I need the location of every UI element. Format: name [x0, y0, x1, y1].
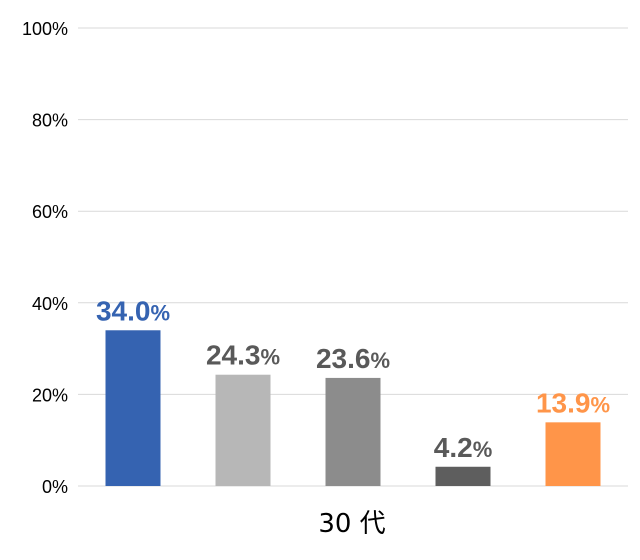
- bars: [105, 330, 601, 486]
- data-label-value: 24.3: [206, 340, 261, 371]
- data-label-unit: %: [473, 437, 493, 462]
- bar-5: [545, 422, 601, 486]
- y-tick-label: 40%: [32, 294, 68, 314]
- data-labels: 34.0%24.3% 23.6%4.2%13.9%: [96, 295, 610, 462]
- data-label-value: 34.0: [96, 295, 151, 326]
- bar-1: [105, 330, 161, 486]
- bar-4: [435, 466, 491, 486]
- data-label-5: 13.9%: [536, 387, 610, 418]
- y-tick-label: 60%: [32, 202, 68, 222]
- y-tick-label: 0%: [42, 477, 68, 497]
- data-label-value: 13.9: [536, 387, 591, 418]
- data-label-2: 24.3%: [206, 340, 280, 371]
- data-label-value: 4.2: [434, 432, 473, 463]
- data-label-1: 34.0%: [96, 295, 170, 326]
- gridlines: [78, 27, 628, 487]
- y-tick-label: 20%: [32, 385, 68, 405]
- bar-3: [325, 377, 381, 486]
- data-label-unit: %: [590, 392, 610, 417]
- y-tick-label: 100%: [22, 19, 68, 39]
- data-label-3: 23.6%: [316, 343, 390, 374]
- y-tick-label: 80%: [32, 111, 68, 131]
- category-label: 30 代: [318, 509, 385, 539]
- data-label-4: 4.2%: [434, 432, 493, 463]
- data-label-unit: %: [260, 345, 280, 370]
- bar-2: [215, 374, 271, 486]
- data-label-value: 23.6: [316, 343, 371, 374]
- data-label-unit: %: [370, 348, 390, 373]
- data-label-unit: %: [150, 300, 170, 325]
- y-axis-tick-labels: 0% 20% 40% 60% 80% 100%: [22, 19, 68, 497]
